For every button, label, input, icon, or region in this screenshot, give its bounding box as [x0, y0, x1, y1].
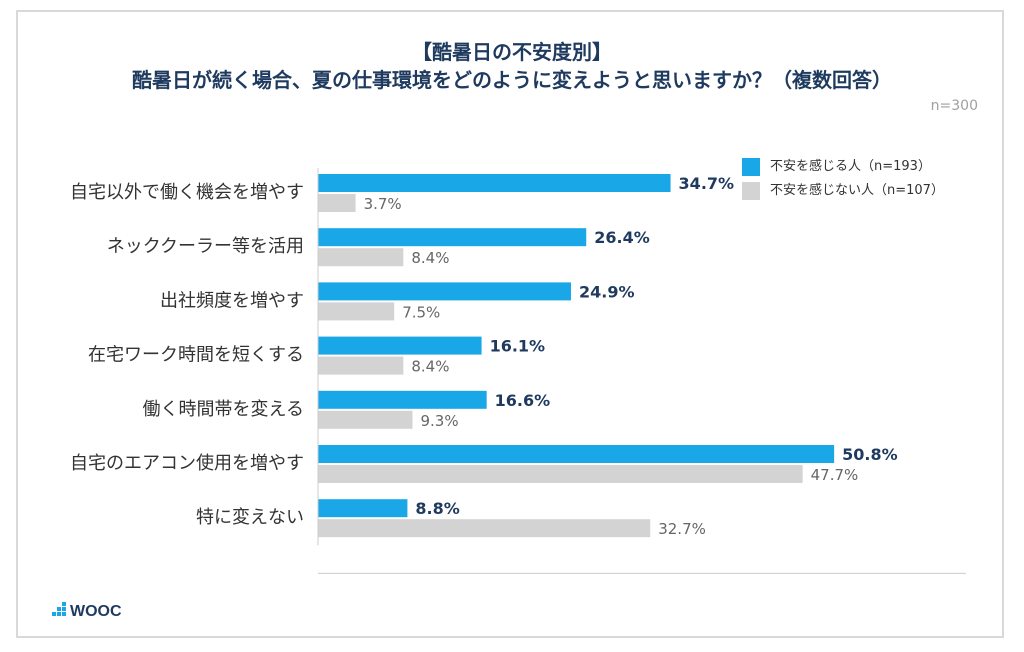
- category-label: 自宅のエアコン使用を増やす: [70, 453, 304, 474]
- data-label-series1: 50.8%: [842, 445, 898, 464]
- chart-title: 【酷暑日の不安度別】: [412, 40, 612, 64]
- data-label-series2: 9.3%: [420, 412, 458, 430]
- legend: 不安を感じる人（n=193） 不安を感じない人（n=107）: [742, 158, 944, 206]
- bar-series2: [318, 410, 413, 429]
- category-label: 自宅以外で働く機会を増やす: [70, 182, 304, 203]
- bar-series2: [318, 302, 395, 321]
- legend-item-series2: 不安を感じない人（n=107）: [742, 182, 944, 206]
- bar-series2: [318, 519, 651, 538]
- bar-series2: [318, 248, 404, 267]
- bar-series2: [318, 194, 356, 212]
- data-label-series2: 8.4%: [411, 358, 449, 376]
- bar-series1: [318, 445, 835, 463]
- data-label-series2: 32.7%: [658, 520, 706, 538]
- legend-swatch-series2: [742, 182, 760, 200]
- legend-item-series1: 不安を感じる人（n=193）: [742, 158, 944, 182]
- bar-series1: [318, 174, 671, 192]
- wooc-logo: WOOC: [52, 602, 122, 620]
- category-label: 働く時間帯を変える: [143, 399, 304, 420]
- bar-series1: [318, 228, 587, 247]
- data-label-series1: 16.6%: [495, 391, 551, 410]
- bar-series2: [318, 356, 404, 375]
- category-label: 在宅ワーク時間を短くする: [88, 345, 304, 366]
- data-label-series1: 24.9%: [579, 282, 635, 301]
- bar-series1: [318, 390, 487, 409]
- legend-label-series1: 不安を感じる人（n=193）: [770, 159, 931, 174]
- bar-series1: [318, 282, 571, 301]
- data-label-series2: 3.7%: [364, 195, 402, 213]
- category-label: 特に変えない: [196, 507, 304, 528]
- legend-label-series2: 不安を感じない人（n=107）: [770, 183, 944, 198]
- bar-series1: [318, 336, 482, 355]
- bar-series2: [318, 465, 803, 483]
- data-label-series1: 26.4%: [594, 228, 650, 247]
- legend-swatch-series1: [742, 158, 760, 176]
- logo-text: WOOC: [70, 603, 122, 620]
- sample-size: n=300: [930, 98, 978, 114]
- data-label-series2: 7.5%: [402, 303, 440, 321]
- data-label-series1: 8.8%: [415, 499, 459, 518]
- bar-series1: [318, 499, 408, 518]
- data-label-series1: 16.1%: [490, 337, 546, 356]
- category-label: 出社頻度を増やす: [160, 290, 304, 311]
- data-label-series2: 47.7%: [811, 466, 859, 484]
- data-label-series2: 8.4%: [411, 249, 449, 267]
- chart-subtitle: 酷暑日が続く場合、夏の仕事環境をどのように変えようと思いますか？（複数回答）: [132, 68, 892, 92]
- data-label-series1: 34.7%: [679, 174, 735, 193]
- category-label: ネッククーラー等を活用: [107, 236, 304, 257]
